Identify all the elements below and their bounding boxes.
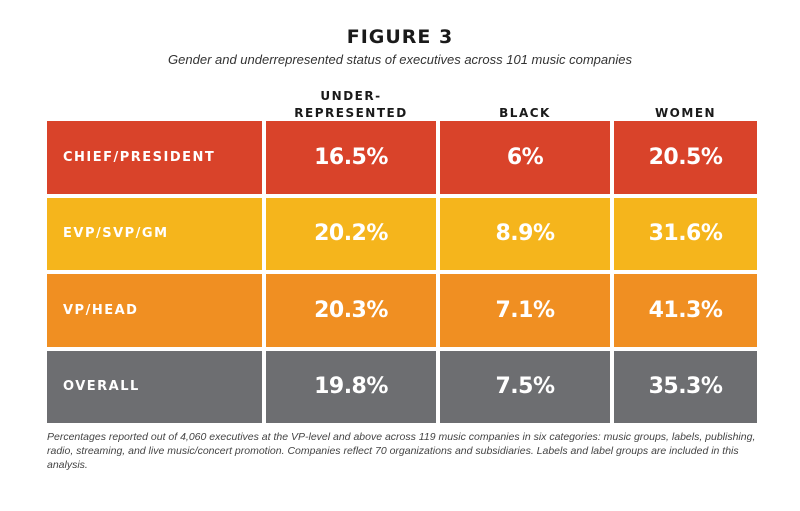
figure-title: FIGURE 3 xyxy=(346,26,454,48)
value-cell: 19.8% xyxy=(266,350,436,423)
value-cell: 7.1% xyxy=(440,274,610,347)
value-cell: 20.3% xyxy=(266,274,436,347)
figure-subtitle: Gender and underrepresented status of ex… xyxy=(168,52,632,67)
value-cell: 41.3% xyxy=(614,274,757,347)
value-cell: 6% xyxy=(440,121,610,194)
value-cell: 7.5% xyxy=(440,350,610,423)
row-label: OVERALL xyxy=(47,350,262,423)
data-table: CHIEF/PRESIDENT 16.5% 6% 20.5% EVP/SVP/GM 20.… xyxy=(47,121,757,423)
value-cell: 35.3% xyxy=(614,350,757,423)
row-label: VP/HEAD xyxy=(47,274,262,347)
value-cell: 8.9% xyxy=(440,197,610,270)
column-header-2: WOMEN xyxy=(654,106,717,120)
value-cell: 20.2% xyxy=(266,197,436,270)
footnote: Percentages reported out of 4,060 execut… xyxy=(47,431,756,471)
row-label: EVP/SVP/GM xyxy=(47,197,262,270)
value-cell: 20.5% xyxy=(614,121,757,194)
column-header-1: BLACK xyxy=(499,106,551,120)
row-label: CHIEF/PRESIDENT xyxy=(47,121,262,194)
value-cell: 16.5% xyxy=(266,121,436,194)
value-cell: 31.6% xyxy=(614,197,757,270)
column-header-0: UNDER- REPRESENTED xyxy=(294,89,408,120)
